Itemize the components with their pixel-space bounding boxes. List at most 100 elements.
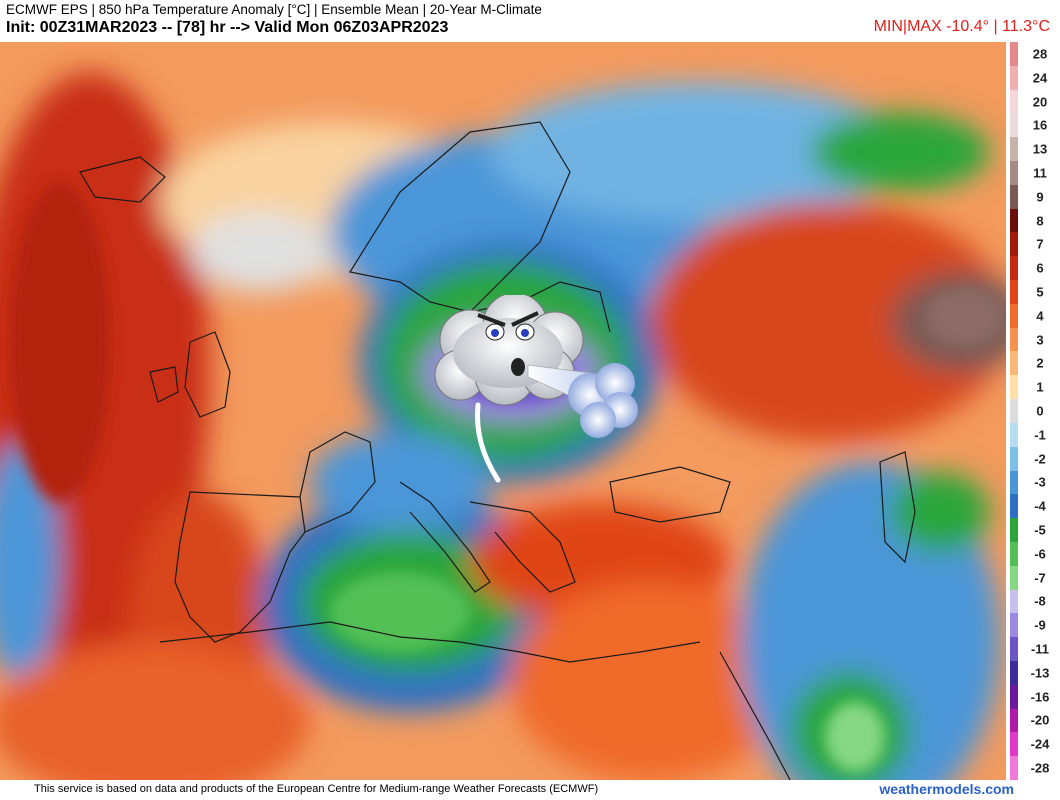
legend-label: -7 [1034,570,1046,586]
balkans-coast [469,501,576,593]
legend-swatch [1010,518,1018,543]
wind-puff [568,363,638,438]
legend-swatch [1010,756,1018,781]
legend-label: 3 [1036,332,1044,348]
russia-warm [650,202,1006,442]
legend-label: -13 [1030,665,1050,681]
black-sea [609,466,731,523]
legend-swatch [1010,232,1018,257]
cloud-face [434,295,584,406]
legend-label: -20 [1030,712,1050,728]
anomaly-map [0,42,1006,780]
legend-swatch [1010,684,1018,709]
legend-swatch [1010,161,1018,186]
legend-label: -5 [1034,522,1046,538]
italy-coast [399,481,491,593]
ireland-coast [149,366,179,403]
iberia-coast [174,491,306,643]
far-west-cool [0,442,60,682]
eyebrow-right [511,311,539,327]
legend-label: -8 [1034,593,1046,609]
legend-swatch [1010,42,1018,66]
legend-swatch [1010,351,1018,376]
map-title: ECMWF EPS | 850 hPa Temperature Anomaly … [6,2,542,17]
legend-swatch [1010,399,1018,424]
legend-swatch [1010,613,1018,638]
legend-swatch [1010,660,1018,685]
legend-label: -24 [1030,736,1050,752]
arctic-cold [490,82,910,222]
legend-label: 2 [1036,355,1044,371]
min-max-readout: MIN|MAX -10.4° | 11.3°C [873,18,1050,35]
header: ECMWF EPS | 850 hPa Temperature Anomaly … [0,0,1060,42]
legend-swatch [1010,280,1018,305]
legend-swatch [1010,470,1018,495]
legend-swatch [1010,327,1018,352]
legend-swatch [1010,65,1018,90]
legend-label: -2 [1034,451,1046,467]
color-legend: 28 24 20 16 13 11 9 8 7 6 5 4 3 2 1 0 -1 -2 -3 -4 -5 -6 -7 -8 -9… [1006,42,1060,781]
red-sea [719,651,791,780]
legend-label: 5 [1036,284,1044,300]
legend-label: 1 [1036,379,1044,395]
legend-swatch [1010,375,1018,400]
legend-swatch [1010,113,1018,138]
legend-label: 13 [1032,141,1048,157]
map-canvas [0,42,1006,780]
legend-label: 8 [1036,213,1044,229]
sahara-warm [0,642,310,780]
africa-coast [159,621,701,663]
legend-label: 11 [1033,165,1047,181]
libya-green-core [330,572,470,652]
legend-swatch [1010,494,1018,519]
legend-swatch [1010,256,1018,281]
legend-label: 24 [1032,70,1048,86]
legend-label: 16 [1032,117,1048,133]
uk-coast [184,331,231,418]
legend-swatch [1010,303,1018,328]
ural-brown-core [925,287,1005,347]
atlantic-red-core [10,182,110,502]
legend-label: 6 [1036,260,1044,276]
legend-swatch [1010,732,1018,757]
arctic-green [810,112,990,192]
legend-label: 20 [1032,94,1048,110]
legend-swatch [1010,137,1018,162]
legend-label: -1 [1034,427,1046,443]
legend-swatch [1010,89,1018,114]
legend-label: 7 [1036,236,1044,252]
legend-swatch [1010,708,1018,733]
mouth [511,358,525,376]
legend-swatch [1010,565,1018,590]
legend-label: 0 [1036,403,1044,419]
legend-swatch [1010,446,1018,471]
legend-swatch [1010,422,1018,447]
site-link[interactable]: weathermodels.com [879,781,1014,797]
legend-label: -9 [1034,617,1046,633]
legend-label: 9 [1036,189,1044,205]
iceland-coast [79,156,166,203]
legend-label: -11 [1030,641,1050,657]
caspian-green [890,472,990,552]
map-subtitle: Init: 00Z31MAR2023 -- [78] hr --> Valid … [6,19,449,36]
legend-swatch [1010,541,1018,566]
legend-label: -16 [1030,689,1050,705]
legend-label: -28 [1030,760,1050,776]
legend-label: 4 [1036,308,1044,324]
legend-label: -4 [1034,498,1046,514]
footer: This service is based on data and produc… [0,780,1060,800]
scandinavia-coast [349,121,571,313]
france-coast [299,431,376,533]
wind-streak [474,402,501,483]
storm-cloud-cartoon [434,295,638,483]
eyebrow-left [477,313,506,327]
arabia-green-core [825,702,885,772]
legend-swatch [1010,208,1018,233]
caspian-sea [879,451,916,564]
egypt-warm [510,582,790,780]
legend-label: -6 [1034,546,1046,562]
legend-swatch [1010,589,1018,614]
data-credit: This service is based on data and produc… [34,783,599,795]
legend-label: -3 [1034,474,1046,490]
legend-swatch [1010,184,1018,209]
